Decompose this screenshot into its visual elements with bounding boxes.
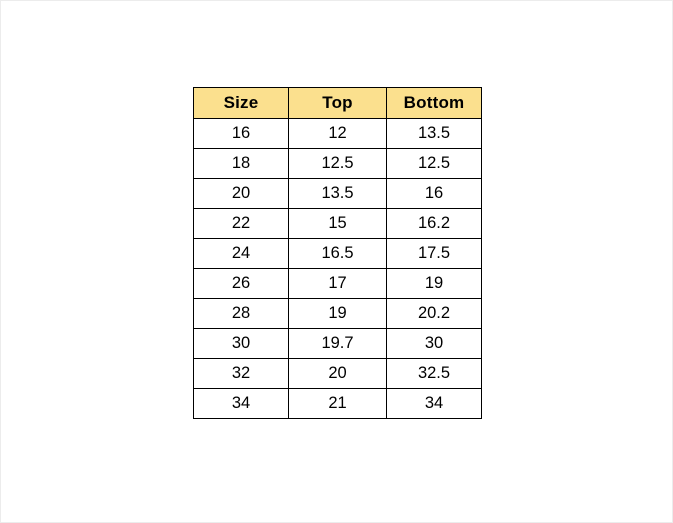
- cell-top: 20: [288, 358, 387, 389]
- cell-top: 15: [288, 208, 387, 239]
- cell-size: 18: [193, 148, 289, 179]
- table-row: 28 19 20.2: [193, 298, 482, 329]
- cell-bottom: 30: [386, 328, 482, 359]
- cell-bottom: 16: [386, 178, 482, 209]
- cell-size: 20: [193, 178, 289, 209]
- cell-top: 16.5: [288, 238, 387, 269]
- table-row: 22 15 16.2: [193, 208, 482, 239]
- cell-size: 24: [193, 238, 289, 269]
- table-row: 26 17 19: [193, 268, 482, 299]
- column-header-top[interactable]: Top: [288, 87, 387, 119]
- cell-top: 17: [288, 268, 387, 299]
- cell-top: 19.7: [288, 328, 387, 359]
- size-chart-table: Size Top Bottom 16 12 13.5 18 12.5 12.5 20 13.5…: [193, 87, 482, 419]
- cell-bottom: 17.5: [386, 238, 482, 269]
- cell-size: 32: [193, 358, 289, 389]
- table-header: Size Top Bottom: [193, 87, 482, 119]
- cell-size: 16: [193, 118, 289, 149]
- table-row: 34 21 34: [193, 388, 482, 419]
- cell-bottom: 19: [386, 268, 482, 299]
- size-chart-container: Size Top Bottom 16 12 13.5 18 12.5 12.5 20 13.5…: [193, 87, 482, 419]
- cell-top: 19: [288, 298, 387, 329]
- cell-bottom: 13.5: [386, 118, 482, 149]
- table-row: 18 12.5 12.5: [193, 148, 482, 179]
- table-body: 16 12 13.5 18 12.5 12.5 20 13.5 16 22 15 16.2 24 16.5…: [193, 118, 482, 419]
- cell-bottom: 34: [386, 388, 482, 419]
- table-header-row: Size Top Bottom: [193, 87, 482, 119]
- column-header-bottom[interactable]: Bottom: [386, 87, 482, 119]
- cell-top: 12: [288, 118, 387, 149]
- cell-bottom: 32.5: [386, 358, 482, 389]
- cell-bottom: 20.2: [386, 298, 482, 329]
- table-row: 20 13.5 16: [193, 178, 482, 209]
- table-row: 32 20 32.5: [193, 358, 482, 389]
- cell-size: 22: [193, 208, 289, 239]
- cell-top: 12.5: [288, 148, 387, 179]
- column-header-size[interactable]: Size: [193, 87, 289, 119]
- table-row: 16 12 13.5: [193, 118, 482, 149]
- cell-bottom: 12.5: [386, 148, 482, 179]
- cell-size: 34: [193, 388, 289, 419]
- table-row: 24 16.5 17.5: [193, 238, 482, 269]
- table-row: 30 19.7 30: [193, 328, 482, 359]
- cell-size: 26: [193, 268, 289, 299]
- cell-size: 28: [193, 298, 289, 329]
- cell-size: 30: [193, 328, 289, 359]
- cell-top: 21: [288, 388, 387, 419]
- cell-top: 13.5: [288, 178, 387, 209]
- cell-bottom: 16.2: [386, 208, 482, 239]
